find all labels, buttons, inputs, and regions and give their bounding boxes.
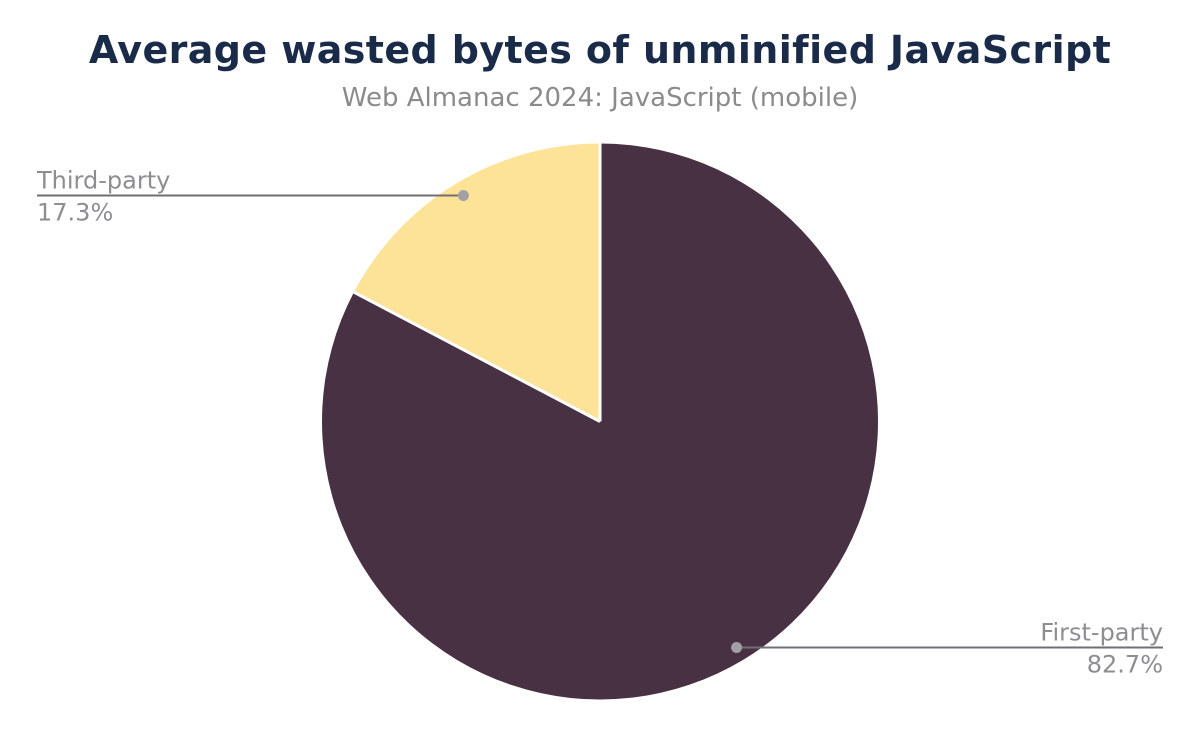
slice-dividers [353,143,602,423]
label-first-party: First-party 82.7% [731,619,1163,679]
slice-label-percent-third-party: 17.3% [37,199,113,227]
slice-label-percent-first-party: 82.7% [1087,651,1163,679]
slice-label-name-third-party: Third-party [36,167,170,195]
pie-slice-third-party [353,143,600,422]
leader-dot-third-party [457,190,469,201]
slice-label-name-first-party: First-party [1040,619,1163,647]
slice-divider [353,290,601,423]
label-third-party: Third-party 17.3% [36,167,469,227]
leader-dot-first-party [731,642,743,653]
